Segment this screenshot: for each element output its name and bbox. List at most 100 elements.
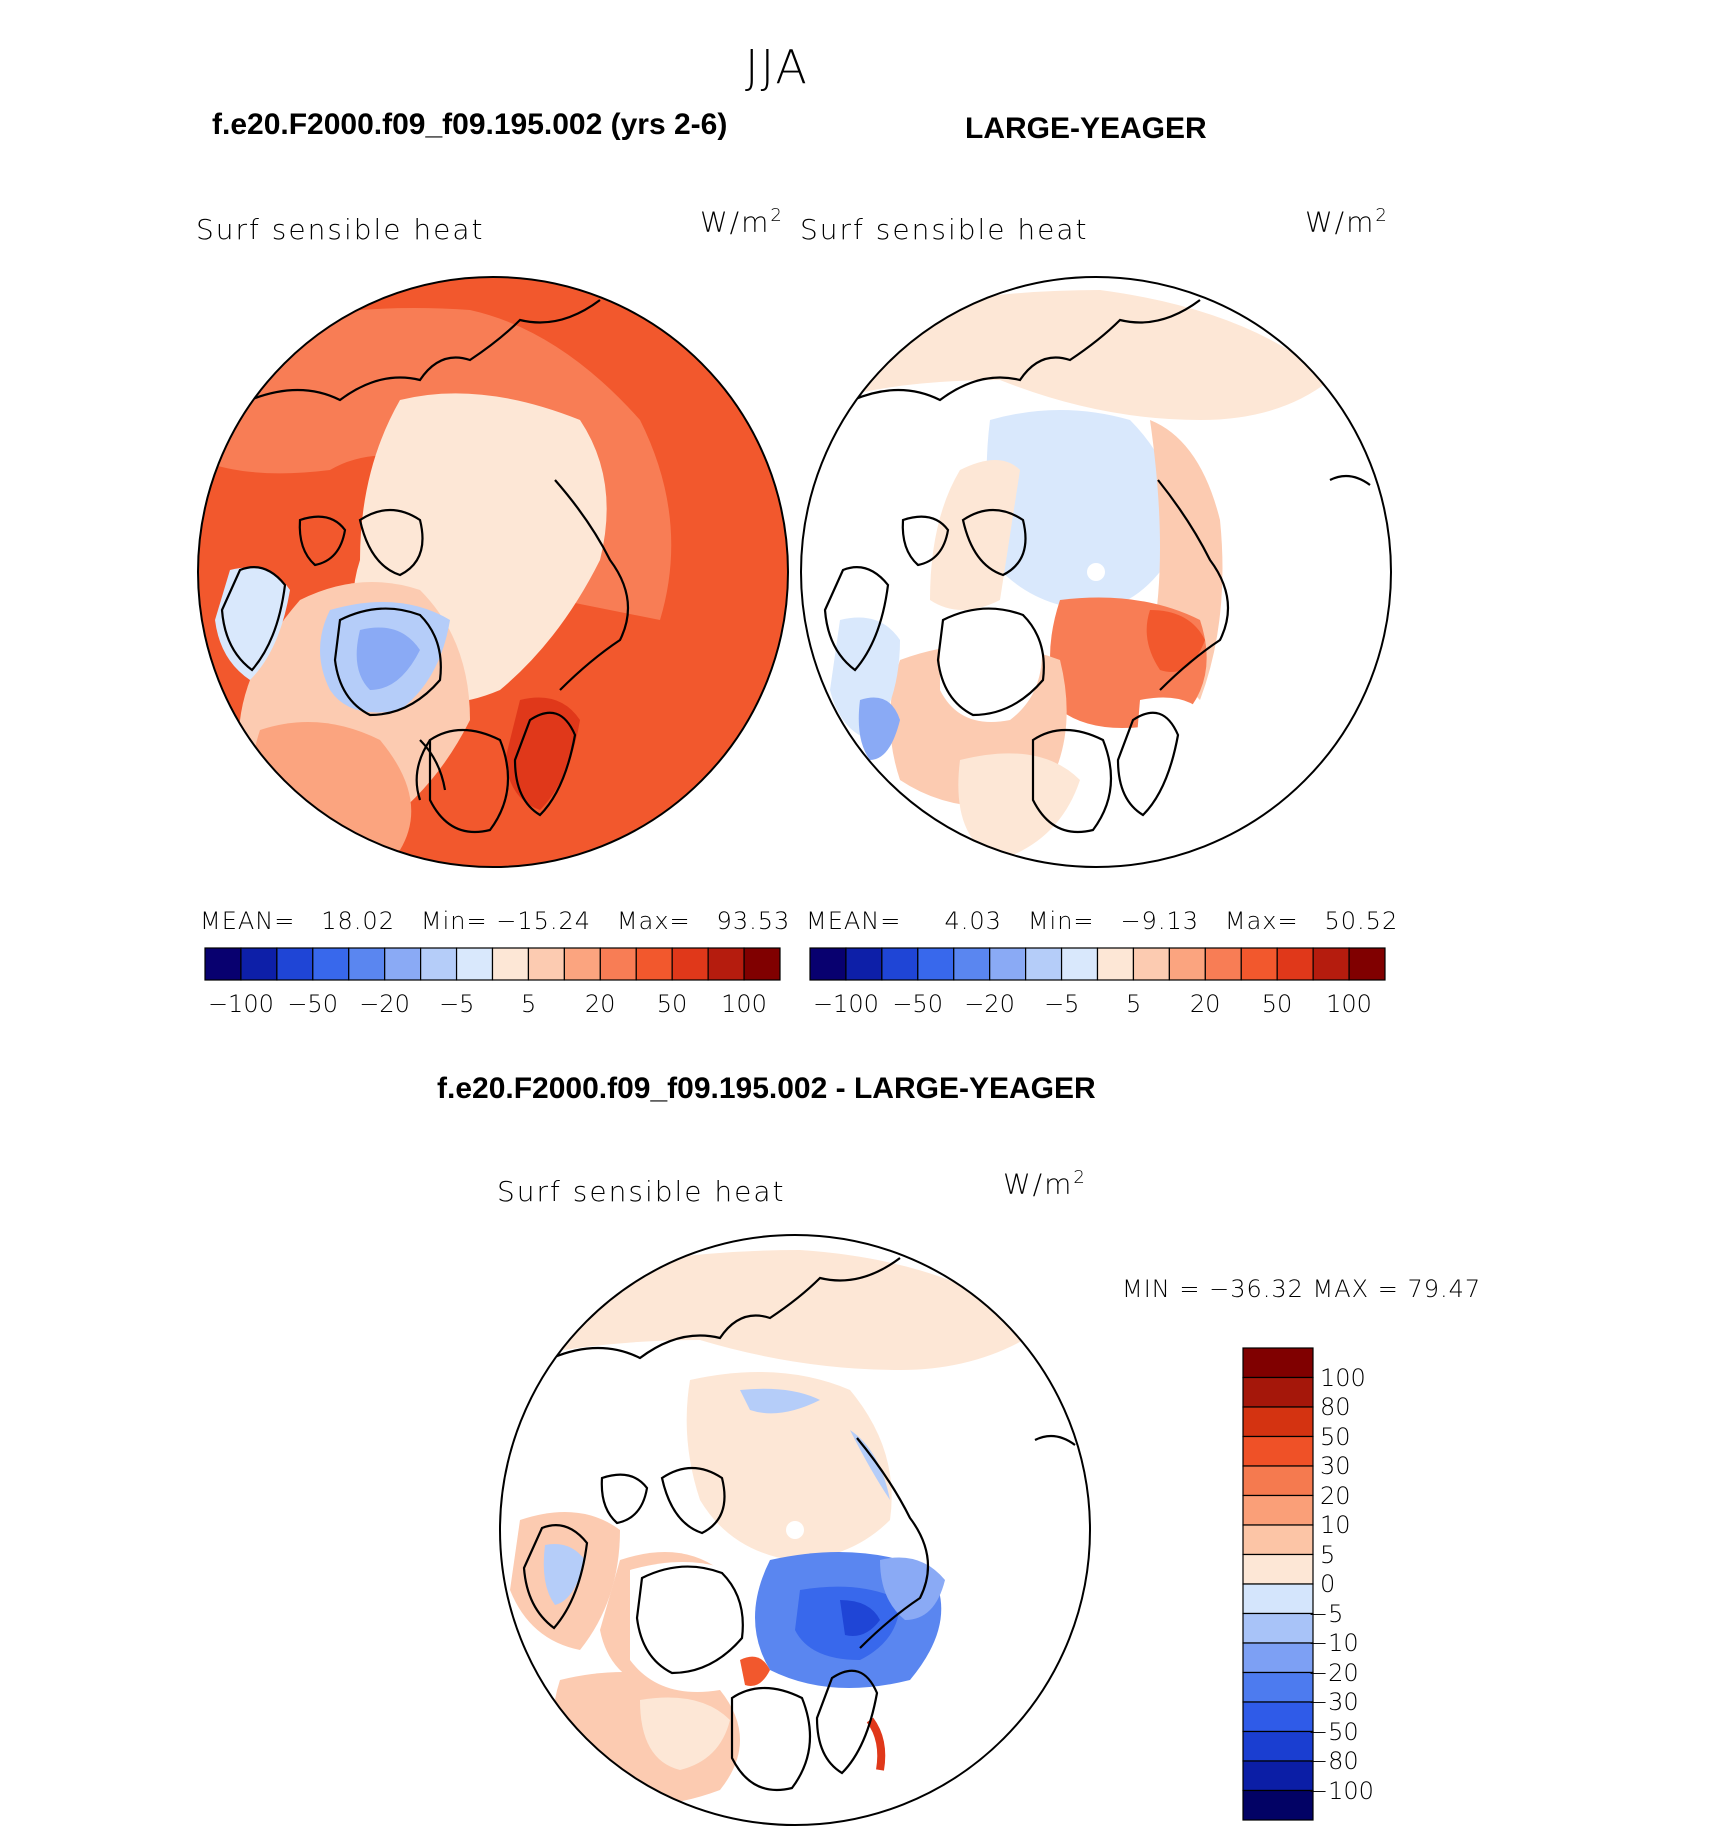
top-left-colorbar-tick-label: −100 [207,990,274,1018]
bottom-colorbar-tick-label: 80 [1320,1393,1351,1421]
bottom-colorbar-tick-label: −30 [1308,1688,1359,1716]
top-left-map-fill [198,277,788,867]
top-left-colorbar-tick-label: 50 [656,990,688,1018]
top-right-colorbar [809,947,1386,981]
top-right-colorbar-swatch [1348,947,1386,981]
top-right-colorbar-swatch [1132,947,1170,981]
top-left-coastlines [220,299,630,834]
bottom-colorbar-swatch [1242,1671,1314,1703]
top-right-colorbar-swatch [1060,947,1099,981]
top-left-colorbar-swatch [276,947,314,981]
bottom-colorbar-tick-label: 20 [1320,1481,1351,1510]
bottom-colorbar-swatch [1242,1406,1314,1438]
bottom-colorbar-swatch [1242,1435,1314,1467]
bottom-colorbar-ticks: 100 80 50 30 20 10 5 0 −5 −10 −20 −30 −50 −80 −100 [1308,1348,1400,1828]
bottom-pole-hole [786,1521,804,1539]
top-left-map-border [197,276,789,868]
top-left-colorbar-ticks: −100 −50 −20 −5 5 20 50 100 [205,990,780,1022]
top-left-colorbar-swatch [491,947,530,981]
top-right-coastlines [823,299,1371,834]
top-right-colorbar-tick-label: −5 [1044,990,1080,1018]
top-left-colorbar-swatch [312,947,350,981]
bottom-colorbar-tick-label: 5 [1320,1540,1336,1569]
bottom-colorbar-swatch [1242,1347,1314,1379]
top-left-colorbar-swatch [743,947,781,981]
top-left-colorbar-swatch [527,947,565,981]
top-right-colorbar-swatch [1240,947,1278,981]
bottom-colorbar-swatch [1242,1376,1314,1408]
top-right-variable-label: Surf sensible heat [800,213,1089,246]
bottom-colorbar-tick-label: 30 [1320,1452,1351,1480]
bottom-colorbar-tick-label: −5 [1308,1599,1344,1628]
top-right-colorbar-swatch [1276,947,1314,981]
top-left-colorbar-swatch [563,947,601,981]
top-right-colorbar-tick-label: 100 [1326,990,1372,1018]
top-left-colorbar-tick-label: 100 [721,990,767,1018]
top-right-colorbar-tick-label: 5 [1125,990,1142,1018]
bottom-units-label: W/m2 [1003,1167,1087,1201]
top-right-stats: MEAN= 4.03 Min= −9.13 Max= 50.52 [806,907,1399,935]
top-left-case-title: f.e20.F2000.f09_f09.195.002 (yrs 2-6) [212,108,728,141]
bottom-colorbar-tick-label: −10 [1308,1629,1359,1657]
bottom-map-fill [500,1235,1090,1825]
bottom-variable-label: Surf sensible heat [497,1175,786,1208]
bottom-map-border [499,1234,1091,1826]
bottom-colorbar-tick-label: 50 [1320,1422,1351,1451]
top-right-colorbar-swatch [1096,947,1135,981]
top-right-colorbar-swatch [917,947,955,981]
bottom-colorbar-tick-label: 100 [1320,1363,1366,1392]
bottom-colorbar-tick-label: −50 [1308,1717,1359,1746]
bottom-colorbar-swatch [1242,1524,1314,1556]
top-left-colorbar-swatch [671,947,709,981]
top-right-colorbar-swatch [1204,947,1242,981]
top-left-colorbar-tick-label: −50 [287,990,338,1018]
top-right-colorbar-tick-label: 50 [1261,990,1293,1018]
bottom-colorbar-tick-label: 0 [1320,1570,1336,1598]
top-left-colorbar-swatch [420,947,458,981]
bottom-colorbar [1242,1347,1314,1821]
top-left-colorbar-swatch [635,947,673,981]
bottom-colorbar-tick-label: −80 [1308,1747,1359,1775]
top-right-colorbar-swatch [809,947,847,981]
top-left-colorbar-swatch [240,947,278,981]
bottom-colorbar-tick-label: −100 [1308,1776,1374,1805]
top-right-colorbar-ticks: −100 −50 −20 −5 5 20 50 100 [810,990,1385,1022]
bottom-colorbar-swatch [1242,1701,1314,1733]
top-left-colorbar-swatch [707,947,745,981]
bottom-minmax: MIN = −36.32 MAX = 79.47 [1122,1275,1482,1303]
top-right-colorbar-swatch [953,947,991,981]
top-right-colorbar-tick-label: −50 [892,990,943,1018]
top-right-colorbar-swatch [1025,947,1063,981]
top-right-colorbar-swatch [881,947,919,981]
top-left-colorbar [204,947,781,981]
top-right-colorbar-swatch [845,947,883,981]
top-right-colorbar-swatch [989,947,1027,981]
top-left-colorbar-swatch [599,947,637,981]
bottom-colorbar-swatch [1242,1494,1314,1526]
bottom-colorbar-swatch [1242,1465,1314,1497]
bottom-colorbar-swatch [1242,1760,1314,1792]
top-right-colorbar-swatch [1168,947,1206,981]
bottom-colorbar-swatch [1242,1730,1314,1762]
bottom-colorbar-swatch [1242,1612,1314,1644]
bottom-case-title: f.e20.F2000.f09_f09.195.002 - LARGE-YEAG… [437,1072,1096,1105]
bottom-colorbar-swatch [1242,1553,1314,1585]
bottom-colorbar-tick-label: 10 [1320,1511,1351,1539]
top-right-case-title: LARGE-YEAGER [965,112,1207,145]
top-right-map-fill [801,277,1391,867]
top-left-colorbar-tick-label: −20 [359,990,410,1018]
top-left-colorbar-swatch [455,947,494,981]
top-right-colorbar-tick-label: −20 [964,990,1015,1018]
top-right-colorbar-tick-label: 20 [1189,990,1221,1018]
top-left-units-label: W/m2 [700,205,784,239]
top-left-colorbar-tick-label: −5 [439,990,475,1018]
top-left-variable-label: Surf sensible heat [196,213,485,246]
bottom-colorbar-tick-label: −20 [1308,1658,1359,1687]
top-left-colorbar-swatch [204,947,242,981]
top-left-colorbar-swatch [384,947,422,981]
top-right-map-border [800,276,1392,868]
bottom-colorbar-swatch [1242,1583,1314,1615]
top-right-units-label: W/m2 [1305,205,1389,239]
top-left-stats: MEAN= 18.02 Min= −15.24 Max= 93.53 [200,907,791,935]
bottom-coastlines [522,1257,1076,1792]
